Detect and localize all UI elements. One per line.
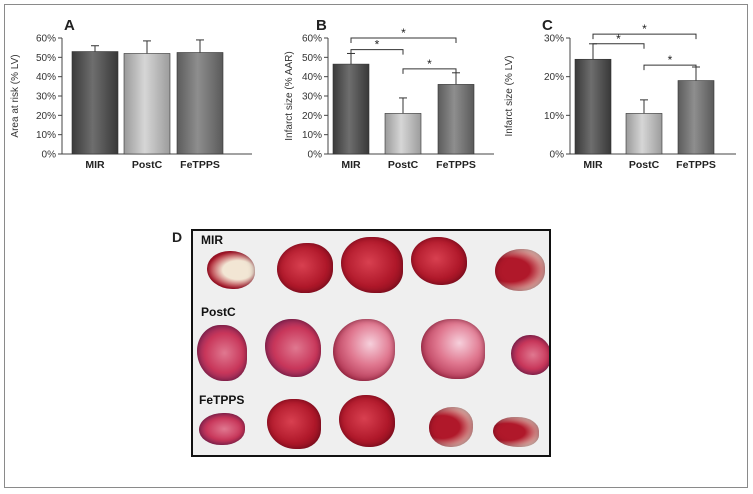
heart-slice-image [429, 407, 473, 447]
chart-a-ytick-label: 0% [42, 150, 57, 161]
chart-c-ytick-label: 20% [544, 72, 564, 83]
chart-b-ytick-label: 20% [302, 111, 322, 122]
group-label-postc: PostC [201, 305, 236, 319]
chart-a-ytick-label: 20% [36, 111, 56, 122]
chart-c-category-label: MIR [583, 159, 603, 171]
chart-c-significance-bracket [592, 33, 697, 40]
heart-slice-image [267, 399, 321, 449]
chart-b-significance-bracket [350, 37, 457, 43]
chart-b-ytick-label: 0% [308, 150, 323, 161]
chart-c-category-label: PostC [629, 159, 660, 171]
chart-c: C 0% 10% 20% 30% Infarct size (% LV) MIR PostC F… [504, 17, 736, 171]
chart-c-ytick-label: 10% [544, 111, 564, 122]
panel-letter-d: D [172, 229, 183, 245]
chart-b-bar-postc [384, 113, 422, 155]
heart-slice-image [265, 319, 321, 377]
heart-slice-image [421, 319, 485, 379]
heart-slices-photo: MIR PostC FeTPPS [191, 229, 551, 457]
chart-a-bar-fetpps [176, 52, 224, 155]
heart-slice-image [341, 237, 403, 293]
chart-c-significance-bracket [643, 64, 697, 71]
chart-a: A 0% 10% 20% 30% 40% 50% 60% Area at risk (% LV)… [10, 17, 252, 171]
heart-slice-image [493, 417, 539, 447]
chart-c-y-axis-label: Infarct size (% LV) [504, 56, 515, 137]
chart-c-category-label: FeTPPS [676, 159, 716, 171]
chart-c-ytick-label: 0% [550, 150, 565, 161]
chart-b-category-label: MIR [341, 159, 361, 171]
chart-b-ytick-label: 10% [302, 130, 322, 141]
heart-slice-image [339, 395, 395, 447]
chart-b-bar-mir [332, 63, 370, 155]
chart-b-category-label: FeTPPS [436, 159, 476, 171]
figure-frame [4, 4, 748, 488]
chart-a-category-label: FeTPPS [180, 159, 220, 171]
chart-a-ytick-label: 10% [36, 130, 56, 141]
chart-a-category-label: MIR [85, 159, 105, 171]
chart-a-ytick-label: 50% [36, 53, 56, 64]
chart-c-significance-bracket [592, 43, 645, 49]
chart-b-y-axis-label: Infarct size (% AAR) [284, 51, 295, 140]
chart-b-bar-fetpps [437, 84, 475, 155]
chart-a-bar-mir [71, 51, 119, 155]
chart-a-ytick-label: 60% [36, 34, 56, 45]
chart-a-y-axis-label: Area at risk (% LV) [10, 54, 21, 137]
chart-b-significance-star: * [401, 26, 406, 40]
heart-slice-image [277, 243, 333, 293]
bar-charts: A 0% 10% 20% 30% 40% 50% 60% Area at risk (% LV)… [10, 17, 736, 171]
chart-c-significance-star: * [642, 22, 647, 36]
chart-b-significance-bracket [402, 68, 457, 74]
chart-c-bar-mir [574, 58, 612, 155]
chart-a-category-label: PostC [132, 159, 163, 171]
chart-b-significance-star: * [427, 57, 432, 71]
heart-slice-image [495, 249, 545, 291]
chart-b-ytick-label: 40% [302, 72, 322, 83]
heart-slice-image [199, 413, 245, 445]
chart-b-significance-star: * [375, 38, 380, 52]
heart-slice-image [333, 319, 395, 381]
chart-c-bar-postc [625, 113, 663, 155]
chart-b-category-label: PostC [388, 159, 419, 171]
heart-slice-image [511, 335, 549, 375]
chart-b-panel-letter: B [316, 17, 327, 34]
chart-c-significance-star: * [668, 53, 673, 67]
chart-b-ytick-label: 30% [302, 92, 322, 103]
chart-b-ytick-label: 60% [302, 34, 322, 45]
chart-b: B 0% 10% 20% 30% 40% 50% 60% Infarct size (% AAR… [284, 17, 494, 171]
chart-c-panel-letter: C [542, 17, 553, 34]
heart-slice-image [207, 251, 255, 289]
chart-a-ytick-label: 40% [36, 72, 56, 83]
chart-c-significance-star: * [616, 32, 621, 46]
chart-a-ytick-label: 30% [36, 92, 56, 103]
chart-b-ytick-label: 50% [302, 53, 322, 64]
heart-slice-image [411, 237, 467, 285]
chart-c-ytick-label: 30% [544, 34, 564, 45]
chart-b-significance-bracket [350, 49, 404, 55]
group-label-mir: MIR [201, 233, 223, 247]
chart-a-bar-postc [123, 53, 171, 155]
chart-a-panel-letter: A [64, 17, 75, 34]
group-label-fetpps: FeTPPS [199, 393, 245, 407]
heart-slice-image [197, 325, 247, 381]
chart-c-bar-fetpps [677, 80, 715, 155]
